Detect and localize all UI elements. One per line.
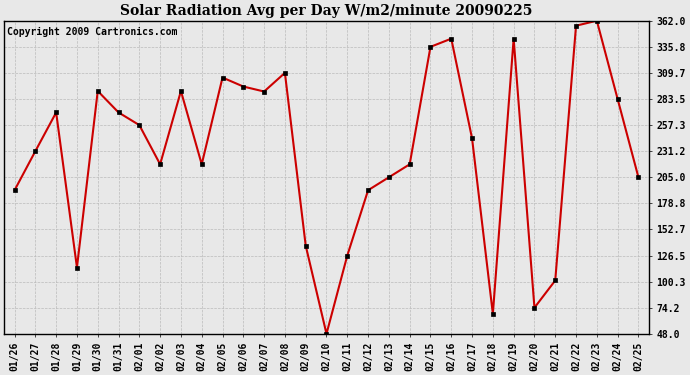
Title: Solar Radiation Avg per Day W/m2/minute 20090225: Solar Radiation Avg per Day W/m2/minute … [120,4,533,18]
Text: Copyright 2009 Cartronics.com: Copyright 2009 Cartronics.com [8,27,178,37]
